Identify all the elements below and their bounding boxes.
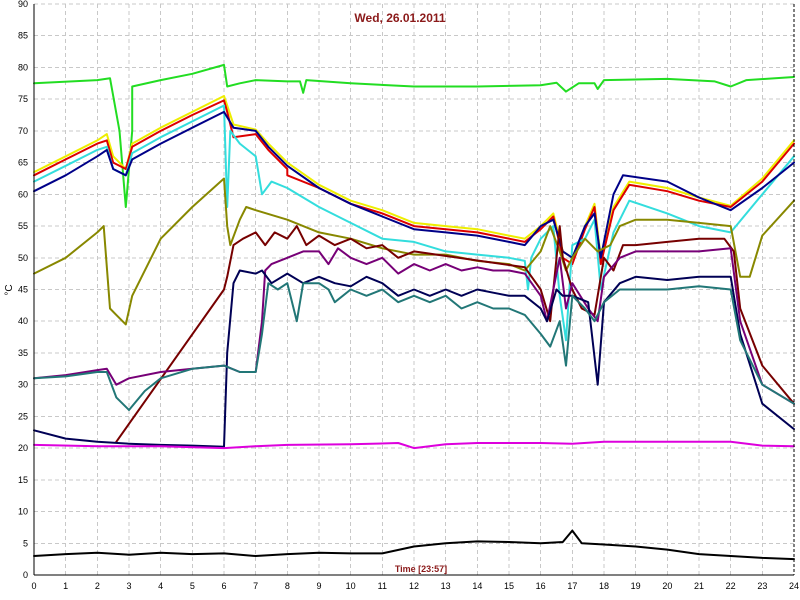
- x-tick-label: 17: [567, 581, 577, 591]
- x-tick-label: 23: [757, 581, 767, 591]
- x-tick-label: 1: [63, 581, 68, 591]
- y-tick-label: 45: [18, 285, 28, 295]
- y-tick-label: 75: [18, 94, 28, 104]
- x-tick-label: 10: [346, 581, 356, 591]
- series-layer: [33, 63, 795, 561]
- y-tick-label: 5: [23, 538, 28, 548]
- x-tick-label: 14: [472, 581, 482, 591]
- x-tick-label: 20: [662, 581, 672, 591]
- series-line-7: [115, 225, 795, 443]
- x-tick-label: 4: [158, 581, 163, 591]
- y-tick-label: 20: [18, 443, 28, 453]
- y-tick-label: 30: [18, 380, 28, 390]
- x-tick-label: 19: [631, 581, 641, 591]
- x-tick-label: 21: [694, 581, 704, 591]
- x-axis-label: Time [23:57]: [395, 564, 447, 574]
- series-line-3: [33, 99, 795, 266]
- x-tick-label: 6: [221, 581, 226, 591]
- x-tick-label: 0: [31, 581, 36, 591]
- y-tick-label: 55: [18, 221, 28, 231]
- series-line-5: [33, 110, 795, 259]
- y-tick-label: 70: [18, 126, 28, 136]
- y-tick-label: 65: [18, 158, 28, 168]
- x-tick-label: 12: [409, 581, 419, 591]
- x-tick-label: 18: [599, 581, 609, 591]
- y-tick-label: 60: [18, 189, 28, 199]
- y-tick-label: 35: [18, 348, 28, 358]
- series-line-10: [33, 282, 795, 411]
- y-tick-label: 0: [23, 570, 28, 580]
- series-line-12: [33, 529, 795, 561]
- series-line-1: [33, 63, 795, 208]
- x-tick-label: 13: [441, 581, 451, 591]
- y-tick-label: 10: [18, 507, 28, 517]
- y-tick-labels: 0 5 10 15 20 25 30 35 40 45 50 55 60 65 70 75 80 85 90: [18, 0, 28, 580]
- x-tick-label: 15: [504, 581, 514, 591]
- y-tick-label: 80: [18, 62, 28, 72]
- x-tick-label: 24: [789, 581, 799, 591]
- x-tick-label: 16: [536, 581, 546, 591]
- x-tick-label: 22: [726, 581, 736, 591]
- y-tick-label: 40: [18, 316, 28, 326]
- chart-title: Wed, 26.01.2011: [354, 11, 446, 25]
- x-tick-label: 7: [253, 581, 258, 591]
- y-tick-label: 90: [18, 0, 28, 9]
- series-line-11: [33, 440, 795, 450]
- y-axis-label: °C: [4, 284, 15, 295]
- x-tick-label: 9: [316, 581, 321, 591]
- x-tick-label: 5: [190, 581, 195, 591]
- x-tick-label: 3: [126, 581, 131, 591]
- y-tick-label: 50: [18, 253, 28, 263]
- x-tick-label: 2: [95, 581, 100, 591]
- y-tick-label: 15: [18, 475, 28, 485]
- y-tick-label: 85: [18, 31, 28, 41]
- x-tick-label: 8: [285, 581, 290, 591]
- series-line-2: [33, 95, 795, 259]
- x-tick-labels: 0 1 2 3 4 5 6 7 8 9 10 11 12 13 14 15 16 17 18 19 20 21 22 23 24: [31, 581, 799, 591]
- series-line-9: [33, 269, 795, 448]
- y-tick-label: 25: [18, 411, 28, 421]
- x-tick-label: 11: [378, 581, 387, 591]
